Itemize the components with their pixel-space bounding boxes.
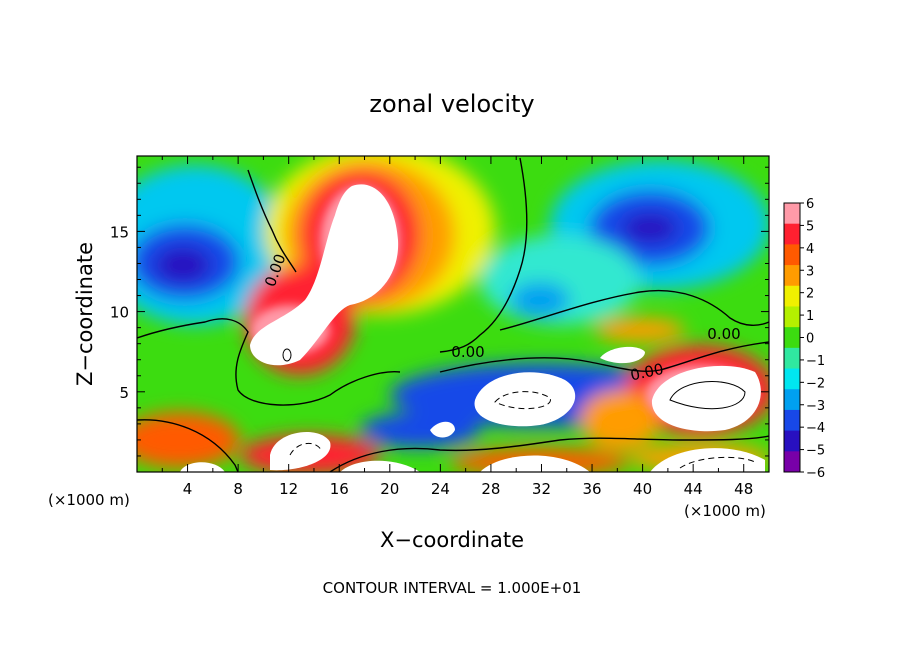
colorbar-label: −4 xyxy=(806,421,825,436)
colorbar-label: −6 xyxy=(806,466,825,481)
contour-label: 0.00 xyxy=(707,325,740,343)
x-tick-label: 8 xyxy=(233,480,243,498)
colorbar-label: −2 xyxy=(806,376,825,391)
y-axis-label: Z−coordinate xyxy=(73,242,97,386)
colorbar-label: 6 xyxy=(806,197,814,212)
colorbar-label: 4 xyxy=(806,242,814,257)
x-unit-left: (×1000 m) xyxy=(48,491,130,509)
footer-text: CONTOUR INTERVAL = 1.000E+01 xyxy=(323,579,582,597)
x-tick-label: 20 xyxy=(380,480,399,498)
x-axis: 4 8 12 16 20 24 28 32 36 40 44 48 xyxy=(161,156,753,498)
colorbar-label: −1 xyxy=(806,354,825,369)
colorbar-label: −3 xyxy=(806,399,825,414)
y-axis: 5 10 15 xyxy=(110,166,769,457)
plot-frame xyxy=(136,155,770,473)
colorbar-label: 3 xyxy=(806,264,814,279)
plot-area xyxy=(137,156,769,472)
x-tick-label: 28 xyxy=(481,480,500,498)
colorbar-label: −5 xyxy=(806,444,825,459)
x-tick-label: 4 xyxy=(183,480,193,498)
colorbar-swatch xyxy=(784,306,800,328)
x-tick-label: 36 xyxy=(582,480,601,498)
colorbar-swatch xyxy=(784,285,800,307)
colorbar-swatch xyxy=(784,451,800,473)
colorbar-swatch xyxy=(784,409,800,432)
colorbar-label: 0 xyxy=(806,332,814,347)
chart-title: zonal velocity xyxy=(369,90,534,118)
colorbar-swatch xyxy=(784,368,800,390)
colorbar-swatch xyxy=(784,347,800,370)
x-axis-label: X−coordinate xyxy=(380,528,524,552)
x-unit-right: (×1000 m) xyxy=(684,502,766,520)
colorbar-swatch xyxy=(784,389,800,411)
x-tick-label: 24 xyxy=(431,480,450,498)
colorbar-label: 2 xyxy=(806,287,814,302)
x-tick-label: 40 xyxy=(633,480,652,498)
colorbar-swatch xyxy=(784,327,800,349)
y-tick-label: 15 xyxy=(110,223,129,241)
colorbar-swatch xyxy=(784,244,800,266)
colorbar: 6 5 4 3 2 1 0 −1 −2 −3 −4 −5 −6 xyxy=(783,197,825,481)
y-tick-label: 5 xyxy=(119,384,129,402)
contour-label: 0.00 xyxy=(451,343,484,361)
colorbar-label: 1 xyxy=(806,309,814,324)
x-tick-label: 44 xyxy=(684,480,703,498)
colorbar-swatch xyxy=(784,223,800,245)
colorbar-swatch xyxy=(784,430,800,452)
x-tick-label: 48 xyxy=(734,480,753,498)
x-tick-label: 32 xyxy=(532,480,551,498)
y-tick-label: 10 xyxy=(110,304,129,322)
colorbar-swatch xyxy=(784,265,800,287)
colorbar-swatch xyxy=(784,203,800,225)
x-tick-label: 16 xyxy=(330,480,349,498)
x-tick-label: 12 xyxy=(279,480,298,498)
colorbar-label: 5 xyxy=(806,219,814,234)
